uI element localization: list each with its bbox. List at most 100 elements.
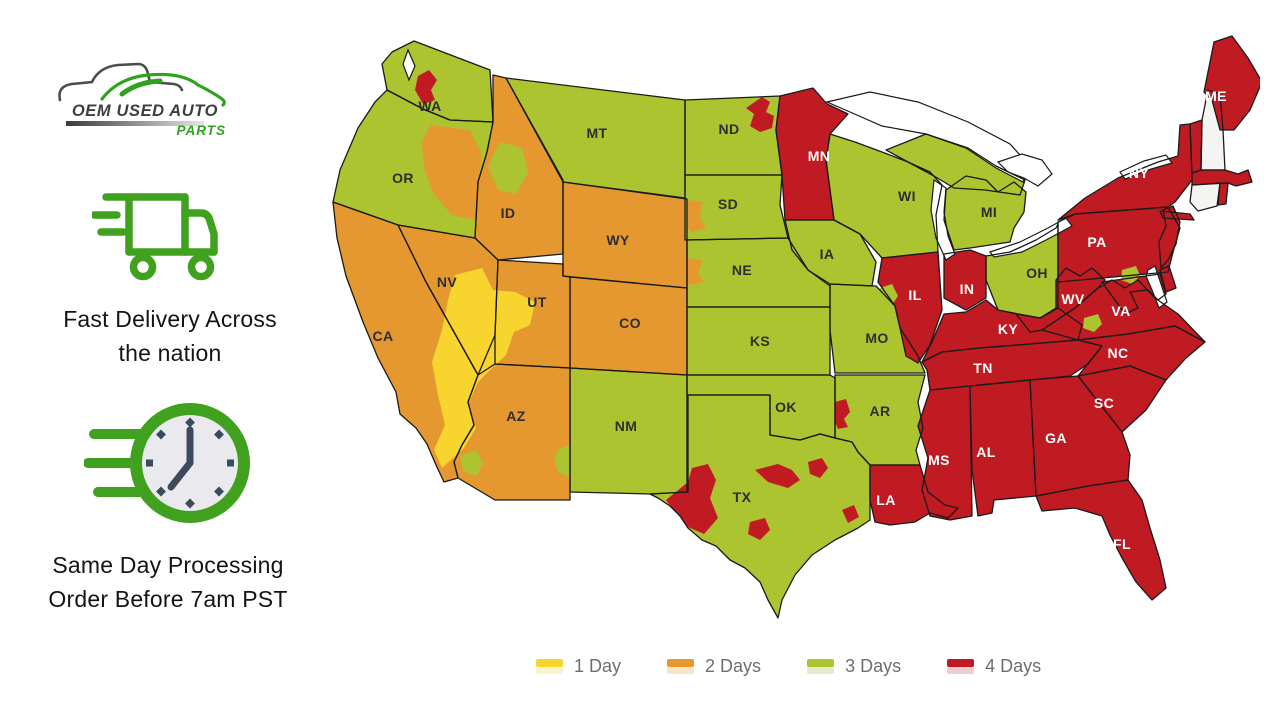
delivery-truck-icon	[92, 193, 218, 281]
state-border-IN	[943, 249, 987, 311]
same-day-line-1: Same Day Processing	[52, 552, 284, 578]
state-OH[interactable]	[986, 224, 1058, 318]
brand-sub-text: PARTS	[176, 123, 226, 138]
legend-label: 1 Day	[574, 656, 622, 676]
region-patch-west-south-dakota[interactable]	[687, 200, 706, 232]
truck-wheel-left	[129, 253, 157, 281]
state-AL[interactable]	[970, 380, 1036, 516]
state-NC[interactable]	[1078, 326, 1205, 380]
legend-label: 4 Days	[985, 656, 1042, 676]
state-FL[interactable]	[1036, 480, 1166, 600]
state-CT[interactable]	[1190, 183, 1220, 211]
same-day-text: Same Day Processing Order Before 7am PST	[16, 548, 320, 616]
state-RI[interactable]	[1218, 183, 1228, 205]
region-patch-central-idaho[interactable]	[488, 142, 528, 194]
truck-cab	[181, 209, 218, 256]
region-patch-houston-texas[interactable]	[842, 505, 859, 523]
fast-delivery-line-1: Fast Delivery Across	[63, 306, 277, 332]
same-day-line-2: Order Before 7am PST	[48, 586, 288, 612]
state-border-ME	[1203, 35, 1263, 131]
state-AR[interactable]	[835, 375, 925, 465]
clock-hands	[167, 426, 194, 491]
region-patch-east-oregon[interactable]	[422, 125, 482, 220]
legend-item-2-days: 2 Days	[667, 656, 761, 677]
state-WV[interactable]	[1016, 268, 1105, 332]
state-AZ[interactable]	[454, 364, 570, 500]
region-patch-austin-texas[interactable]	[748, 518, 770, 540]
state-SD[interactable]	[685, 175, 788, 240]
legend-item-3-days: 3 Days	[807, 656, 901, 677]
gray-truck-outline-icon	[58, 62, 184, 102]
state-border-LA	[869, 464, 959, 526]
fast-delivery-text: Fast Delivery Across the nation	[18, 302, 322, 370]
state-NM[interactable]	[570, 368, 687, 494]
state-MT[interactable]	[506, 78, 685, 198]
legend-item-4-days: 4 Days	[947, 656, 1041, 677]
state-border-NY	[1057, 123, 1195, 221]
lake-erie-water	[988, 217, 1073, 258]
state-UT[interactable]	[495, 260, 570, 368]
legend-label: 3 Days	[845, 656, 902, 676]
state-KS[interactable]	[687, 307, 830, 375]
state-border-SD	[684, 174, 789, 241]
state-border-FL	[1035, 479, 1167, 601]
state-NE[interactable]	[687, 238, 830, 307]
legend-swatch-icon	[536, 659, 563, 674]
legend-swatch-icon	[947, 659, 975, 674]
state-border-DE	[1159, 265, 1177, 293]
state-TN[interactable]	[922, 340, 1102, 390]
state-ME[interactable]	[1204, 36, 1262, 130]
state-WY[interactable]	[563, 182, 687, 288]
state-TX[interactable]	[650, 395, 870, 618]
brand-logo: OEM USED AUTO PARTS	[52, 52, 240, 144]
state-PA[interactable]	[1058, 207, 1180, 282]
state-MS[interactable]	[918, 386, 972, 520]
state-CO[interactable]	[570, 277, 687, 375]
region-patch-west-texas[interactable]	[666, 464, 718, 534]
region-patch-central-virginia[interactable]	[1083, 314, 1102, 332]
region-patch-yuma-arizona[interactable]	[460, 450, 483, 476]
fast-delivery-line-2: the nation	[118, 340, 222, 366]
green-car-accent	[119, 78, 163, 97]
region-patch-west-nebraska[interactable]	[687, 258, 704, 285]
brand-name-text: OEM USED AUTO	[72, 102, 218, 120]
legend-swatch-icon	[667, 659, 695, 674]
state-border-WI	[825, 133, 943, 259]
state-SC[interactable]	[1078, 366, 1166, 432]
region-patch-east-dallas-texas[interactable]	[808, 458, 828, 478]
state-border-CT	[1189, 182, 1221, 212]
brand-logo-art: OEM USED AUTO PARTS	[58, 62, 226, 138]
state-border-TX	[649, 394, 871, 619]
state-KY[interactable]	[922, 300, 1082, 362]
lake-superior-water	[825, 91, 1031, 183]
state-border-TN	[921, 339, 1103, 391]
state-NY[interactable]	[1058, 124, 1194, 220]
state-MO[interactable]	[830, 284, 925, 373]
state-IL[interactable]	[878, 252, 942, 363]
state-MN[interactable]	[776, 88, 848, 220]
legend-item-1-day: 1 Day	[536, 656, 621, 677]
region-patch-vegas-desert[interactable]	[432, 268, 535, 468]
state-OK[interactable]	[687, 375, 835, 440]
state-IN[interactable]	[944, 250, 986, 310]
delivery-legend: 1 Day 2 Days 3 Days 4 Days	[536, 656, 1041, 677]
region-patch-west-arkansas[interactable]	[835, 399, 850, 429]
state-GA[interactable]	[1030, 376, 1130, 496]
state-border-MI	[885, 133, 1027, 251]
us-delivery-map[interactable]: WA OR CA NV ID UT AZ MT WY CO NM ND SD NE KS OK TX MN IA MO…	[330, 30, 1263, 630]
legend-swatch-icon	[807, 659, 835, 674]
state-border-MD	[1101, 273, 1167, 315]
state-CA[interactable]	[333, 202, 478, 482]
region-patch-northwest-north-dakota[interactable]	[746, 97, 774, 132]
state-border-MO	[829, 283, 926, 374]
region-patch-dallas-texas[interactable]	[755, 464, 800, 488]
state-border-WV	[1015, 267, 1106, 333]
green-car-outline-icon	[100, 72, 226, 107]
puget-sound-water	[402, 48, 416, 82]
region-patch-seattle-wa[interactable]	[415, 70, 437, 104]
state-VT[interactable]	[1190, 120, 1202, 173]
region-patch-southeast-arizona[interactable]	[554, 444, 570, 478]
state-border-NJ	[1158, 205, 1181, 269]
legend-label: 2 Days	[705, 656, 762, 676]
truck-wheel-right	[187, 253, 215, 281]
